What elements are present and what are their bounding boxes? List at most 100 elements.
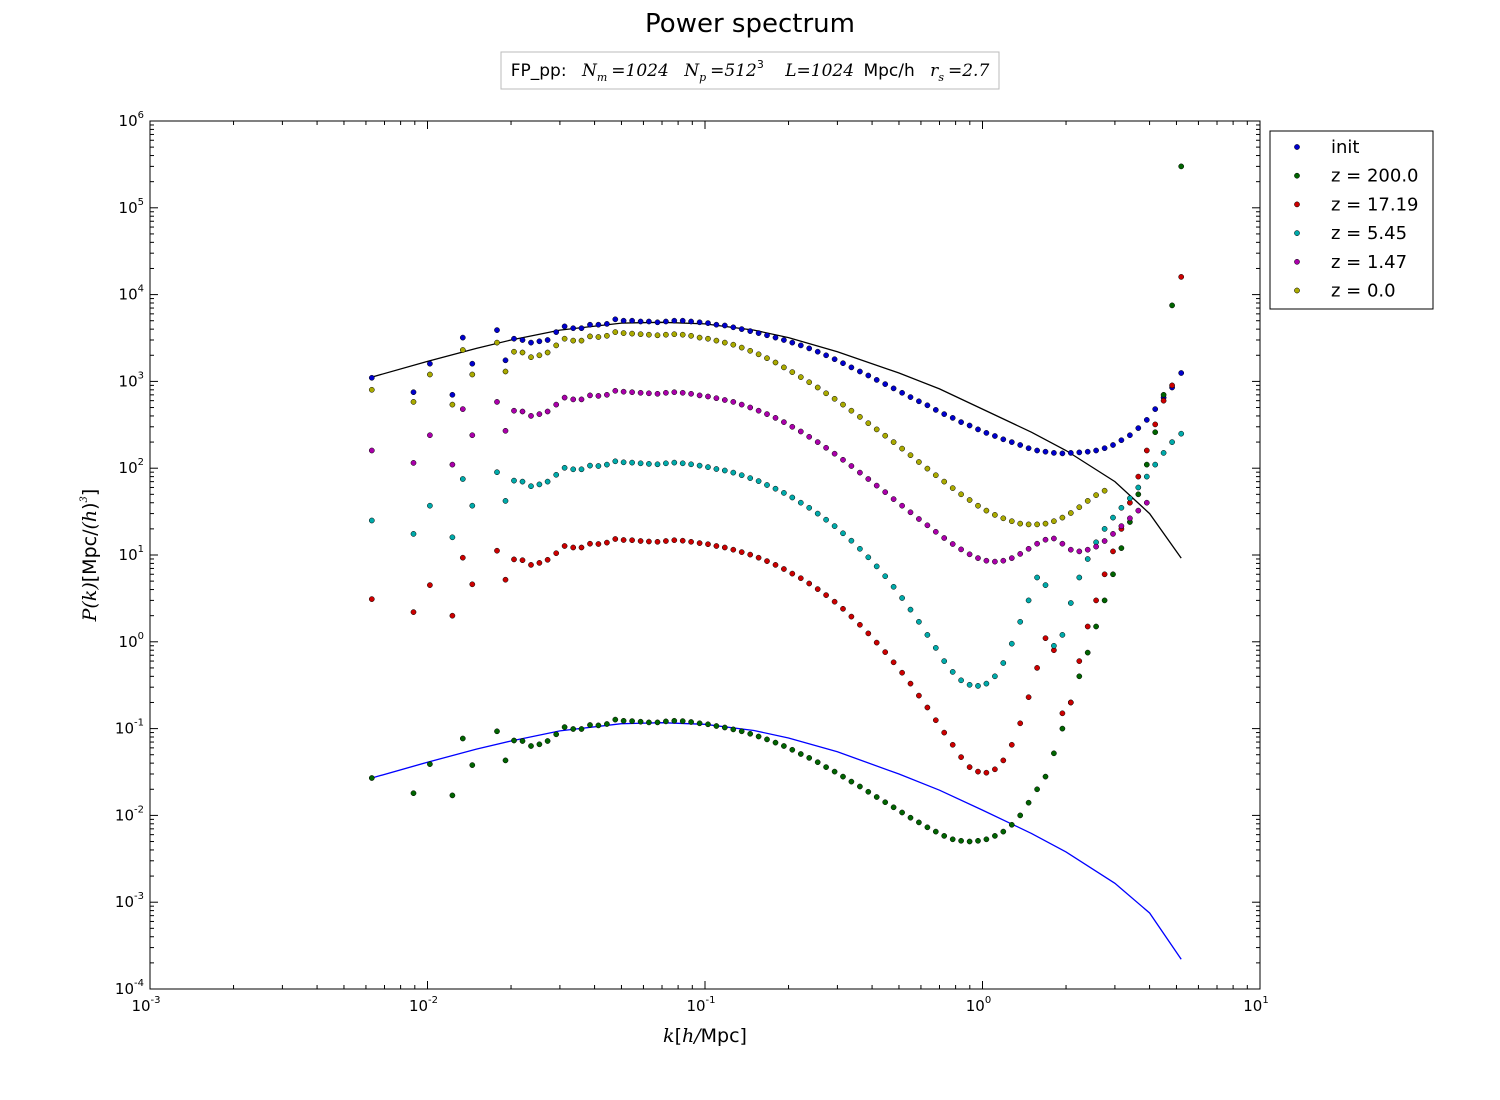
data-point: [578, 726, 585, 732]
y-tick-label: 106: [119, 110, 144, 130]
data-point: [1093, 492, 1099, 498]
data-point: [646, 538, 652, 545]
data-point: [848, 778, 855, 785]
legend-marker: [1294, 287, 1300, 294]
data-point: [932, 828, 939, 835]
x-tick-label: 10-2: [409, 995, 438, 1015]
data-point: [873, 482, 880, 489]
data-point: [949, 741, 956, 748]
data-point: [502, 427, 509, 434]
data-point: [1110, 548, 1116, 555]
data-point: [941, 658, 948, 664]
data-point: [1118, 523, 1125, 529]
data-point: [789, 746, 796, 753]
data-point: [1178, 370, 1185, 376]
x-tick-label: 10-1: [686, 995, 715, 1015]
data-point: [730, 399, 737, 405]
data-point: [865, 788, 872, 795]
data-point: [755, 330, 762, 336]
data-point: [899, 669, 905, 676]
data-point: [502, 357, 509, 364]
data-point: [899, 809, 905, 816]
data-point: [958, 754, 964, 760]
data-point: [410, 531, 417, 537]
data-point: [459, 406, 466, 412]
data-point: [992, 766, 998, 773]
data-point: [511, 477, 517, 484]
x-axis: 10-3 10-2 10-1 100 101: [131, 121, 1269, 1015]
data-point: [1160, 450, 1167, 456]
data-point: [865, 476, 872, 482]
data-point: [924, 522, 931, 529]
legend-label: z = 0.0: [1331, 281, 1396, 302]
data-point: [671, 389, 678, 396]
data-point: [764, 332, 770, 339]
data-point: [738, 344, 745, 351]
data-point: [823, 516, 829, 523]
data-point: [688, 719, 694, 725]
data-point: [536, 560, 543, 566]
data-point: [713, 395, 720, 402]
data-point: [806, 504, 813, 511]
data-point: [730, 341, 737, 348]
data-point: [1025, 445, 1032, 452]
data-point: [1118, 437, 1125, 444]
data-point: [814, 586, 821, 592]
subtitle-np-exp: 3: [757, 58, 764, 71]
data-point: [629, 317, 635, 324]
legend-marker: [1294, 201, 1300, 208]
data-point: [907, 452, 914, 459]
data-point: [1169, 302, 1175, 309]
data-point: [671, 537, 678, 544]
data-point: [427, 502, 433, 509]
data-point: [427, 761, 433, 767]
data-point: [721, 339, 728, 346]
y-tick-label: 10-1: [115, 718, 144, 738]
data-point: [1178, 274, 1185, 280]
data-point: [1008, 821, 1015, 828]
data-point: [469, 581, 476, 588]
data-point: [899, 389, 905, 396]
data-point: [705, 721, 711, 728]
data-point: [789, 369, 796, 375]
data-point: [595, 393, 602, 399]
data-point: [764, 558, 770, 564]
data-point: [747, 347, 754, 354]
data-point: [1008, 518, 1015, 525]
data-point: [755, 351, 762, 358]
data-point: [637, 331, 644, 338]
data-point: [427, 371, 433, 378]
data-point: [882, 381, 889, 387]
y-tick-label: 104: [119, 284, 144, 304]
data-point: [975, 768, 981, 775]
legend-marker: [1294, 144, 1300, 150]
data-point: [975, 555, 981, 561]
data-point: [755, 478, 762, 484]
y-tick-label: 10-3: [115, 891, 144, 911]
data-point: [916, 398, 922, 405]
series-1: [368, 163, 1185, 845]
data-point: [730, 546, 737, 553]
data-point: [570, 544, 577, 551]
model-line-linear-init: [371, 321, 1182, 559]
subtitle-rs: 2.7: [961, 61, 989, 81]
data-point: [1135, 473, 1142, 480]
data-point: [797, 575, 804, 582]
data-point: [519, 557, 526, 564]
data-point: [1135, 507, 1142, 514]
data-point: [865, 372, 872, 379]
data-point: [1101, 526, 1108, 532]
data-point: [831, 523, 838, 529]
data-point: [646, 390, 652, 397]
data-point: [578, 544, 585, 551]
data-point: [873, 563, 880, 570]
data-point: [604, 539, 610, 546]
data-point: [368, 386, 375, 393]
series-2: [368, 274, 1185, 776]
data-point: [823, 352, 829, 359]
data-point: [966, 681, 973, 688]
data-point: [494, 469, 500, 476]
data-point: [1067, 546, 1074, 553]
data-point: [679, 317, 686, 324]
data-point: [966, 422, 973, 429]
